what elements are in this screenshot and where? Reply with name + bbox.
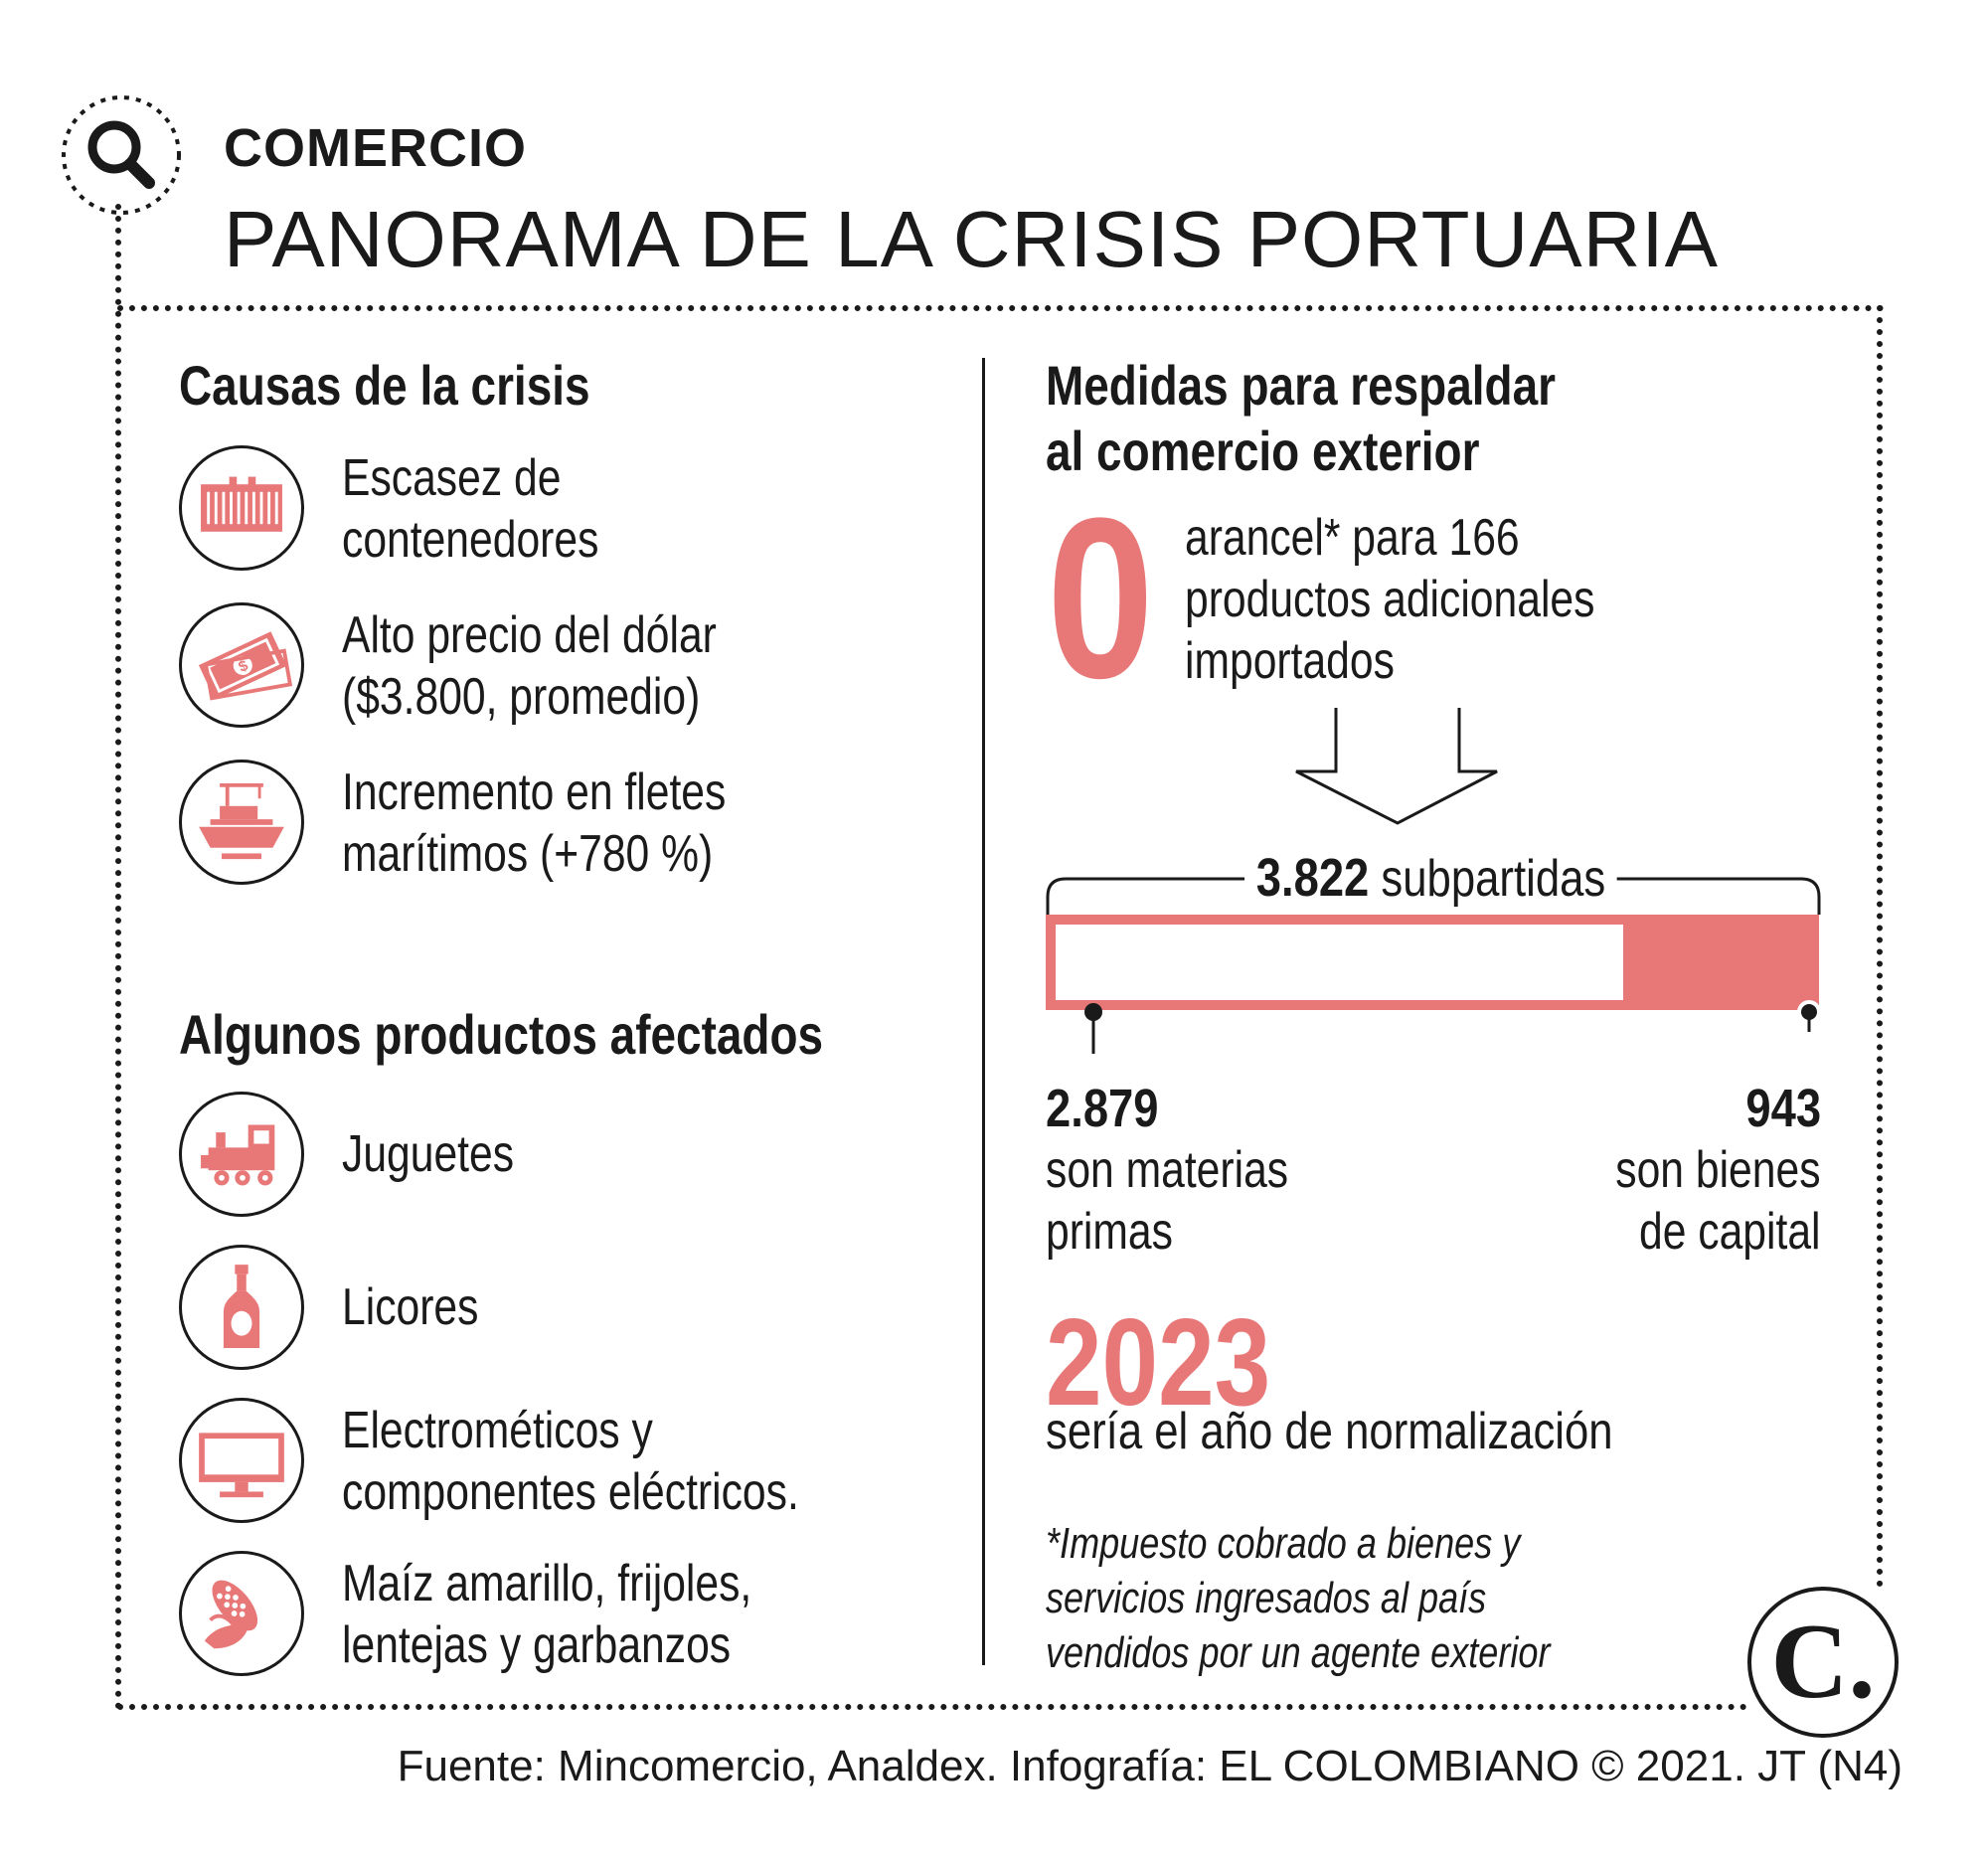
measures-heading: Medidas para respaldar al comercio exter… [1046,353,1556,484]
normalization-desc: sería el año de normalización [1046,1403,1613,1460]
monitor-icon [179,1398,304,1523]
bar-markers [1084,1000,1821,1054]
raw-materials-value: 2.879 [1046,1079,1159,1138]
container-icon [179,445,304,571]
measures-heading-line2: al comercio exterior [1046,420,1480,482]
capital-goods-line2: de capital [1639,1203,1821,1261]
cause-2-line1: Alto precio del dólar [342,606,717,664]
cause-2-text: Alto precio del dólar ($3.800, promedio) [342,604,717,728]
corn-icon [179,1551,304,1676]
measures-heading-line1: Medidas para respaldar [1046,354,1556,417]
cause-1-text: Escasez de contenedores [342,447,598,571]
raw-materials-line1: son materias [1046,1141,1289,1199]
tariff-line3: importados [1185,632,1395,690]
subpartidas-value: 3.822 [1255,848,1370,908]
tariff-description: arancel* para 166 productos adicionales … [1185,507,1594,692]
product-4-line2: lentejas y garbanzos [342,1616,732,1674]
cause-3-text: Incremento en fletes marítimos (+780 %) [342,762,726,885]
product-3-line1: Electrométicos y [342,1402,653,1459]
product-4-line1: Maíz amarillo, frijoles, [342,1555,752,1612]
raw-materials-desc: son materias primas [1046,1139,1288,1263]
product-3-line2: componentes eléctricos. [342,1463,799,1521]
cause-1-line2: contenedores [342,511,599,569]
source-credit: Fuente: Mincomercio, Analdex. Infografía… [397,1742,1903,1790]
tariff-line2: productos adicionales [1185,571,1595,628]
column-divider [982,358,985,1665]
capital-goods-value: 943 [1745,1079,1821,1138]
ship-icon [179,760,304,885]
cause-3-line1: Incremento en fletes [342,763,727,821]
el-colombiano-logo: C. [1747,1587,1899,1738]
footnote-line3: vendidos por un agente exterior [1046,1628,1551,1677]
product-3-text: Electrométicos y componentes eléctricos. [342,1400,799,1523]
products-heading: Algunos productos afectados [179,1003,824,1066]
footnote-line1: *Impuesto cobrado a bienes y [1046,1519,1521,1568]
kicker: COMERCIO [224,118,527,178]
subpartidas-label: 3.822 subpartidas [1244,847,1618,909]
logo-letter: C. [1770,1603,1876,1721]
product-2-text: Licores [342,1278,479,1336]
frame-top-border [117,305,1885,311]
raw-materials-segment [1056,925,1623,1000]
toy-train-icon [179,1092,304,1217]
normalization-year: 2023 [1046,1294,1271,1432]
capital-goods-desc: son bienes de capital [1616,1139,1821,1263]
frame-left-border [115,204,121,1710]
product-4-text: Maíz amarillo, frijoles, lentejas y garb… [342,1553,751,1676]
money-icon: $ [179,602,304,728]
frame-right-border [1877,305,1883,1588]
capital-goods-line1: son bienes [1615,1141,1821,1199]
product-1-text: Juguetes [342,1125,515,1183]
causes-heading: Causas de la crisis [179,354,590,417]
tariff-footnote: *Impuesto cobrado a bienes y servicios i… [1046,1516,1550,1680]
cause-3-line2: marítimos (+780 %) [342,825,714,883]
tariff-zero-figure: 0 [1047,505,1154,704]
magnifier-icon [62,95,181,215]
page-title: PANORAMA DE LA CRISIS PORTUARIA [224,195,1719,283]
frame-bottom-border [117,1704,1747,1710]
raw-materials-line2: primas [1046,1203,1173,1261]
cause-1-line1: Escasez de [342,449,562,507]
cause-2-line2: ($3.800, promedio) [342,668,701,726]
footnote-line2: servicios ingresados al país [1046,1574,1487,1622]
down-arrow-icon [1295,708,1498,825]
tariff-line1: arancel* para 166 [1185,509,1520,567]
bottle-icon [179,1245,304,1370]
tariff-zero-value: 0 [1047,505,1154,704]
subpartidas-text: subpartidas [1381,850,1606,908]
